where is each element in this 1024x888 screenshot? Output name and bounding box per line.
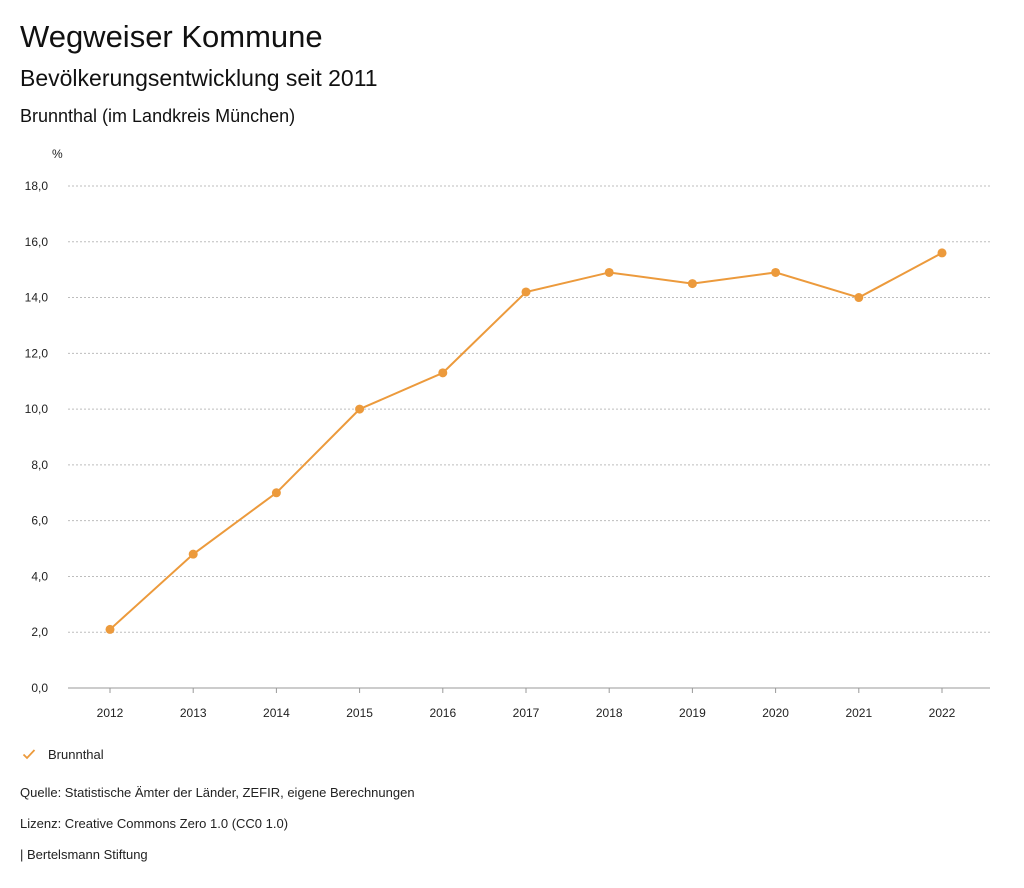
grid-lines <box>68 185 990 633</box>
line-chart: % 0,0 2,0 4,0 6,0 8,0 10,0 12,0 14,0 16,0 18,0 20… <box>25 147 990 720</box>
x-tick-label: 2021 <box>845 706 872 720</box>
y-axis-ticks: 0,0 2,0 4,0 6,0 8,0 10,0 12,0 14,0 16,0 18,0 <box>25 179 49 695</box>
x-axis-ticks: 2012 2013 2014 2015 2016 2017 2018 2019 2020 2021… <box>97 688 956 720</box>
data-point[interactable] <box>854 293 864 303</box>
data-point[interactable] <box>271 488 281 498</box>
data-point[interactable] <box>604 267 614 277</box>
data-point[interactable] <box>687 279 697 289</box>
series-brunnthal[interactable] <box>105 248 947 634</box>
x-tick-label: 2014 <box>263 706 290 720</box>
y-tick-label: 8,0 <box>31 458 48 472</box>
data-point[interactable] <box>937 248 947 258</box>
y-tick-label: 10,0 <box>25 402 49 416</box>
legend-label: Brunnthal <box>48 746 104 762</box>
y-tick-label: 4,0 <box>31 569 48 583</box>
y-axis-unit: % <box>52 147 63 161</box>
data-point[interactable] <box>355 404 365 414</box>
y-tick-label: 2,0 <box>31 625 48 639</box>
data-point[interactable] <box>771 267 781 277</box>
region-label: Brunnthal (im Landkreis München) <box>20 106 296 126</box>
publisher-note: | Bertelsmann Stiftung <box>20 847 148 862</box>
x-tick-label: 2016 <box>429 706 456 720</box>
y-tick-label: 14,0 <box>25 291 49 305</box>
y-tick-label: 0,0 <box>31 681 48 695</box>
data-point[interactable] <box>521 287 531 297</box>
license-note: Lizenz: Creative Commons Zero 1.0 (CC0 1… <box>20 816 289 831</box>
y-tick-label: 12,0 <box>25 346 49 360</box>
source-note: Quelle: Statistische Ämter der Länder, Z… <box>20 785 415 800</box>
y-tick-label: 6,0 <box>31 514 48 528</box>
data-point[interactable] <box>105 624 115 634</box>
x-tick-label: 2018 <box>596 706 623 720</box>
x-tick-label: 2017 <box>513 706 540 720</box>
x-tick-label: 2019 <box>679 706 706 720</box>
check-icon <box>22 749 36 760</box>
legend-item-brunnthal[interactable]: Brunnthal <box>22 744 104 764</box>
data-point[interactable] <box>188 549 198 559</box>
x-tick-label: 2012 <box>97 706 124 720</box>
y-tick-label: 18,0 <box>25 179 49 193</box>
x-tick-label: 2022 <box>929 706 956 720</box>
page-title: Wegweiser Kommune <box>20 19 323 54</box>
x-tick-label: 2013 <box>180 706 207 720</box>
chart-subtitle: Bevölkerungsentwicklung seit 2011 <box>20 65 378 91</box>
x-tick-label: 2020 <box>762 706 789 720</box>
series-line <box>109 252 943 631</box>
y-tick-label: 16,0 <box>25 235 49 249</box>
data-point[interactable] <box>438 368 448 378</box>
x-tick-label: 2015 <box>346 706 373 720</box>
